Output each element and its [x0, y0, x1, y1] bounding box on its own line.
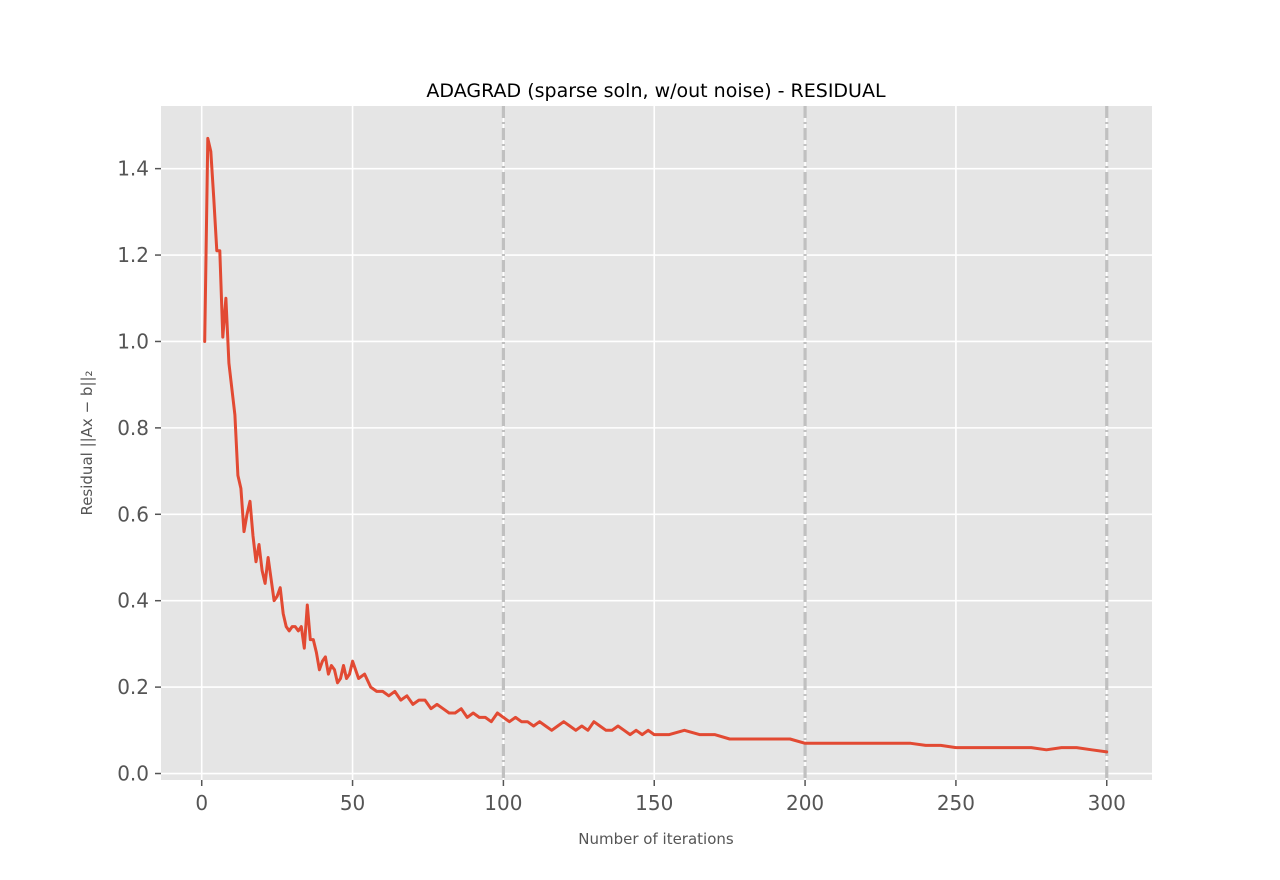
x-tick-label: 250	[937, 791, 975, 815]
x-tick-label: 150	[635, 791, 673, 815]
x-tick-label: 100	[484, 791, 522, 815]
x-axis-label: Number of iterations	[578, 830, 734, 848]
x-tick-label: 0	[195, 791, 208, 815]
y-tick-label: 0.8	[117, 416, 149, 440]
x-tick-label: 50	[340, 791, 365, 815]
y-tick-label: 1.2	[117, 243, 149, 267]
x-axis-ticks: 0 50 100 150 200 250 300	[195, 780, 1126, 815]
reference-vertical-lines	[501, 106, 1109, 780]
y-tick-label: 1.0	[117, 329, 149, 353]
y-tick-label: 1.4	[117, 157, 149, 181]
x-tick-label: 200	[786, 791, 824, 815]
y-axis-label: Residual ||Ax − b||₂	[78, 370, 96, 515]
y-axis-ticks: 0.0 0.2 0.4 0.6 0.8 1.0 1.2 1.4	[117, 157, 161, 786]
series-line	[203, 136, 1109, 754]
y-tick-label: 0.4	[117, 589, 149, 613]
plot-background	[161, 106, 1152, 780]
y-tick-label: 0.6	[117, 502, 149, 526]
y-gridlines	[161, 167, 1152, 775]
y-tick-label: 0.2	[117, 675, 149, 699]
series-group	[203, 136, 1109, 754]
y-tick-label: 0.0	[117, 762, 149, 786]
x-tick-label: 300	[1088, 791, 1126, 815]
chart-title: ADAGRAD (sparse soln, w/out noise) - RES…	[426, 80, 886, 102]
